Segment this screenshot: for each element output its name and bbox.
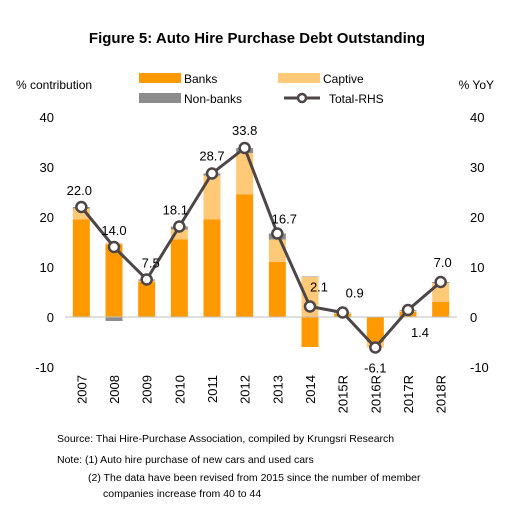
legend-label: Banks bbox=[184, 72, 217, 86]
legend-swatch bbox=[278, 73, 320, 83]
total-point bbox=[107, 240, 121, 254]
x-tick-label: 2014 bbox=[303, 375, 318, 404]
x-tick-label: 2011 bbox=[205, 375, 220, 403]
x-tick-label: 2015R bbox=[336, 375, 351, 413]
left-tick-label: 0 bbox=[47, 310, 54, 325]
right-tick-label: 40 bbox=[470, 110, 484, 125]
bar-captive bbox=[72, 208, 90, 220]
bar-captive bbox=[432, 283, 450, 302]
data-label: 22.0 bbox=[67, 183, 92, 198]
left-tick-label: 10 bbox=[40, 260, 54, 275]
note-3: companies increase from 40 to 44 bbox=[103, 488, 262, 500]
total-point bbox=[205, 167, 219, 180]
note-2: (2) The data have been revised from 2015… bbox=[88, 472, 421, 484]
data-label: 1.4 bbox=[411, 325, 429, 340]
data-label: 14.0 bbox=[101, 223, 126, 238]
data-label: 33.8 bbox=[232, 123, 257, 138]
bar-banks bbox=[72, 219, 90, 317]
x-tick-label: 2010 bbox=[172, 375, 187, 404]
data-label: 0.9 bbox=[346, 286, 364, 301]
bar-banks bbox=[268, 262, 286, 317]
right-tick-label: 30 bbox=[470, 160, 484, 175]
bar-banks bbox=[236, 194, 254, 317]
total-point bbox=[271, 227, 284, 240]
right-tick-label: 0 bbox=[470, 310, 477, 325]
data-label: 7.0 bbox=[434, 255, 452, 270]
source-note: Source: Thai Hire-Purchase Association, … bbox=[57, 433, 395, 445]
data-label: 2.1 bbox=[310, 280, 328, 295]
right-tick-label: 20 bbox=[470, 210, 484, 225]
legend-label: Captive bbox=[323, 72, 364, 86]
data-label: 7.5 bbox=[142, 256, 160, 271]
bar-banks bbox=[301, 317, 319, 347]
total-point bbox=[303, 300, 317, 313]
bar-banks bbox=[170, 239, 188, 317]
left-axis-label: % contribution bbox=[16, 78, 92, 92]
total-point bbox=[401, 303, 415, 317]
bar-banks bbox=[105, 244, 123, 317]
x-tick-label: 2012 bbox=[238, 375, 253, 404]
total-line bbox=[80, 145, 442, 350]
bar-banks bbox=[203, 219, 221, 317]
data-label: 16.7 bbox=[272, 212, 297, 227]
x-tick-label: 2008 bbox=[107, 375, 122, 404]
total-point bbox=[173, 220, 186, 233]
x-tick-label: 2017R bbox=[401, 375, 416, 413]
legend-label: Total-RHS bbox=[329, 92, 384, 106]
bar-non-banks bbox=[105, 317, 123, 321]
bar-captive bbox=[203, 175, 221, 220]
total-point bbox=[140, 273, 153, 286]
left-tick-label: -10 bbox=[35, 360, 54, 375]
note-1: Note: (1) Auto hire purchase of new cars… bbox=[57, 454, 314, 466]
legend-swatch bbox=[139, 73, 181, 83]
x-tick-label: 2013 bbox=[270, 375, 285, 404]
bar-captive bbox=[170, 229, 188, 240]
data-label: 18.1 bbox=[163, 203, 188, 218]
left-tick-label: 40 bbox=[40, 110, 54, 125]
x-tick-label: 2018R bbox=[434, 375, 449, 413]
bar-non-banks bbox=[301, 276, 319, 277]
bar-banks bbox=[432, 302, 450, 317]
left-tick-label: 20 bbox=[40, 210, 54, 225]
x-tick-label: 2016R bbox=[368, 375, 383, 413]
total-point bbox=[238, 141, 251, 155]
total-point bbox=[75, 200, 88, 214]
total-point bbox=[434, 275, 447, 289]
data-label: 28.7 bbox=[199, 149, 224, 164]
x-tick-label: 2009 bbox=[140, 375, 155, 404]
left-tick-label: 30 bbox=[40, 160, 54, 175]
right-tick-label: 10 bbox=[470, 260, 484, 275]
bar-banks bbox=[366, 317, 384, 342]
data-label: -6.1 bbox=[364, 361, 386, 376]
right-axis-label: % YoY bbox=[459, 78, 494, 92]
right-tick-label: -10 bbox=[470, 360, 489, 375]
total-point bbox=[369, 341, 382, 354]
x-tick-label: 2007 bbox=[74, 375, 89, 404]
legend-marker bbox=[296, 92, 308, 104]
bar-captive bbox=[236, 153, 254, 195]
total-point bbox=[336, 306, 349, 319]
chart-title: Figure 5: Auto Hire Purchase Debt Outsta… bbox=[88, 30, 426, 47]
bar-captive bbox=[268, 239, 286, 262]
bar-banks bbox=[138, 282, 156, 317]
legend-label: Non-banks bbox=[184, 92, 242, 106]
legend-swatch bbox=[139, 93, 181, 103]
